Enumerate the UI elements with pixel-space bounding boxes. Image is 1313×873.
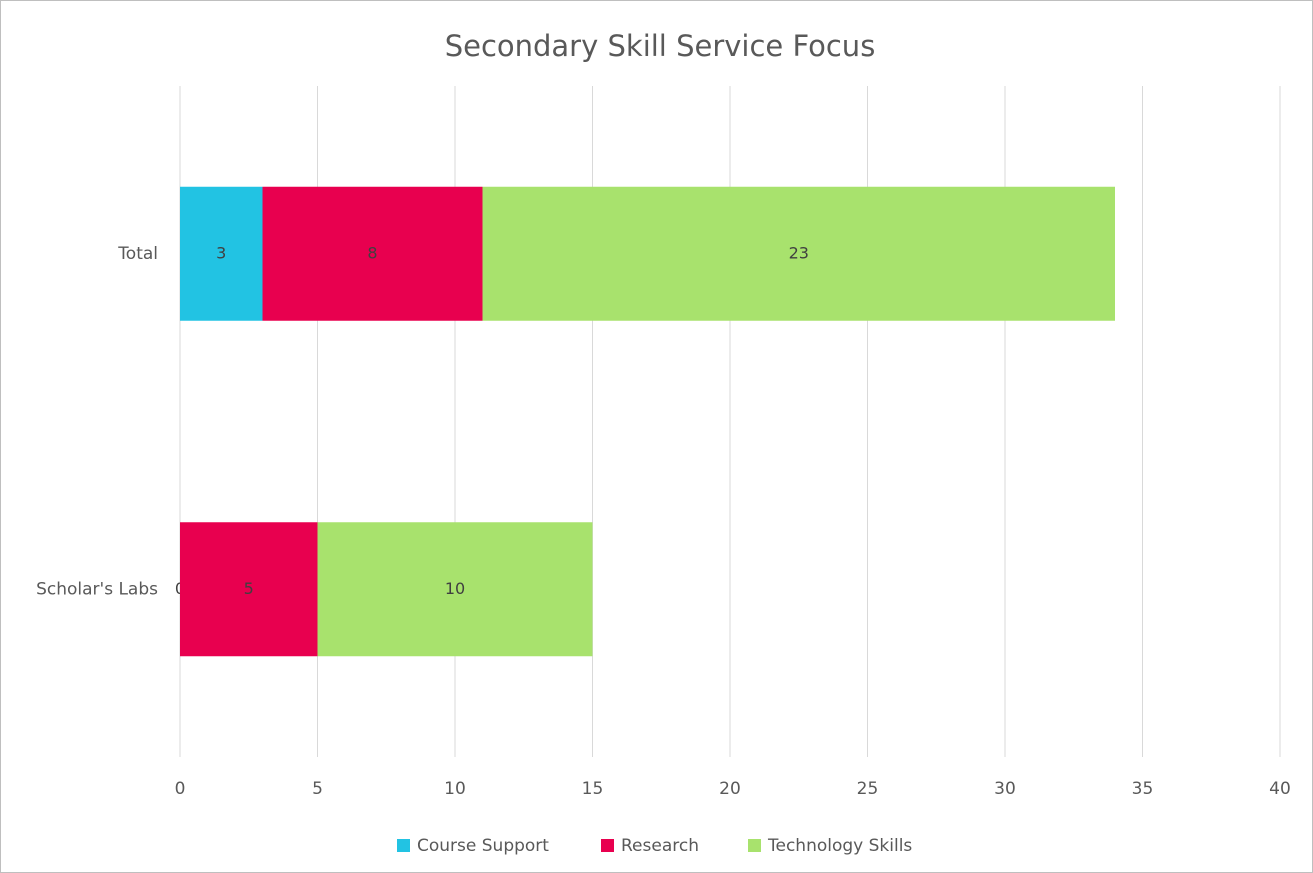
y-tick-label: Scholar's Labs bbox=[36, 579, 158, 599]
x-tick-label: 10 bbox=[444, 779, 466, 799]
bar-segment bbox=[180, 186, 263, 321]
data-label: 10 bbox=[445, 579, 465, 598]
y-tick-label: Total bbox=[117, 244, 158, 264]
bar-segment bbox=[262, 186, 483, 321]
x-tick-label: 20 bbox=[719, 779, 741, 799]
x-tick-label: 5 bbox=[312, 779, 323, 799]
x-tick-label: 25 bbox=[857, 779, 879, 799]
data-label: 23 bbox=[789, 243, 809, 262]
data-label: 8 bbox=[367, 243, 377, 262]
x-tick-label: 30 bbox=[994, 779, 1016, 799]
legend-label: Research bbox=[621, 836, 699, 856]
bar-segment bbox=[180, 522, 318, 657]
chart-title: Secondary Skill Service Focus bbox=[445, 29, 876, 63]
x-tick-label: 35 bbox=[1132, 779, 1154, 799]
x-tick-label: 0 bbox=[175, 779, 186, 799]
bar-segment bbox=[317, 522, 593, 657]
bar-segment bbox=[482, 186, 1115, 321]
legend-swatch bbox=[601, 839, 614, 852]
x-tick-label: 15 bbox=[582, 779, 604, 799]
x-tick-label: 40 bbox=[1269, 779, 1291, 799]
legend-swatch bbox=[397, 839, 410, 852]
legend-label: Technology Skills bbox=[767, 836, 912, 856]
data-label: 5 bbox=[244, 579, 254, 598]
legend-swatch bbox=[748, 839, 761, 852]
legend-label: Course Support bbox=[417, 836, 549, 856]
data-label: 3 bbox=[216, 243, 226, 262]
